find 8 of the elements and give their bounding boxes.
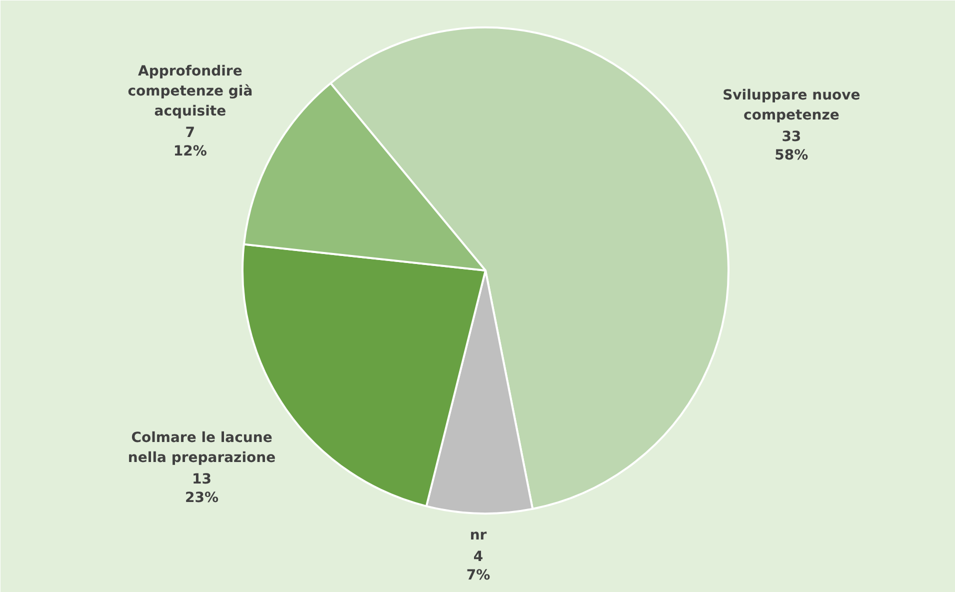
data-label: 13 23%: [185, 472, 219, 506]
data-label: 7 12%: [173, 125, 207, 160]
data-label: 4 7%: [466, 549, 490, 584]
slice-label: nr: [470, 528, 487, 544]
slice-label: Colmare le lacune nella preparazione: [128, 430, 276, 466]
slice-label: Sviluppare nuove competenze: [722, 87, 860, 124]
slice-label: Approfondire competenze già acquisite: [128, 64, 253, 120]
data-label: 33 58%: [774, 128, 808, 164]
